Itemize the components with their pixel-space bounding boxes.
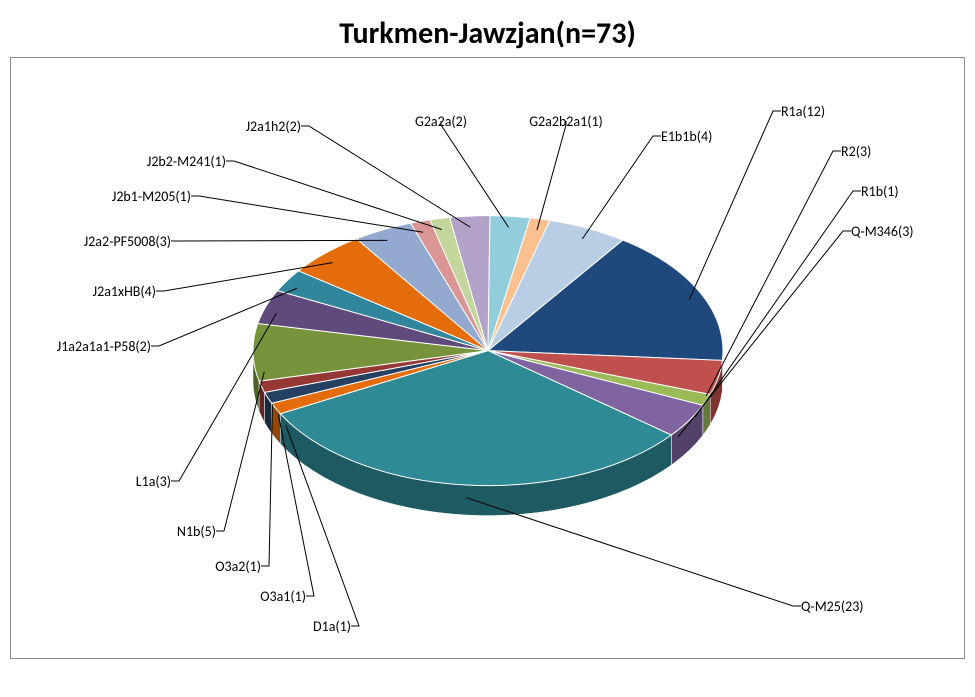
chart-container: Turkmen-Jawzjan(n=73) R1a(12) R2(3) R1b(1)… <box>10 15 965 687</box>
chart-plot-area: R1a(12) R2(3) R1b(1) Q-M346(3) Q-M25(23) D1a(… <box>10 57 965 659</box>
slice-label: L1a(3) <box>136 473 171 490</box>
slice-label: R2(3) <box>841 143 871 160</box>
slice-label: J2b2-M241(1) <box>147 153 226 170</box>
slice-label: R1b(1) <box>861 183 899 200</box>
slice-label: N1b(5) <box>177 523 216 540</box>
slice-label: Q-M25(23) <box>801 598 864 615</box>
slice-label: G2a2b2a1(1) <box>529 113 603 130</box>
slice-label: J2a2-PF5008(3) <box>84 233 171 250</box>
chart-title: Turkmen-Jawzjan(n=73) <box>10 15 965 52</box>
slice-label: J1a2a1a1-P58(2) <box>57 338 151 355</box>
slice-label: E1b1b(4) <box>661 128 712 145</box>
slice-label: G2a2a(2) <box>415 113 467 130</box>
slice-label: O3a1(1) <box>260 588 306 605</box>
slice-label: Q-M346(3) <box>851 223 914 240</box>
slice-label: R1a(12) <box>781 103 825 120</box>
slice-label: J2a1xHB(4) <box>93 283 156 300</box>
slice-label: J2b1-M205(1) <box>112 188 191 205</box>
pie-3d-chart <box>228 176 748 556</box>
pie-wrap <box>228 176 748 556</box>
slice-label: J2a1h2(2) <box>246 118 301 135</box>
slice-label: O3a2(1) <box>215 558 261 575</box>
slice-label: D1a(1) <box>313 618 351 635</box>
